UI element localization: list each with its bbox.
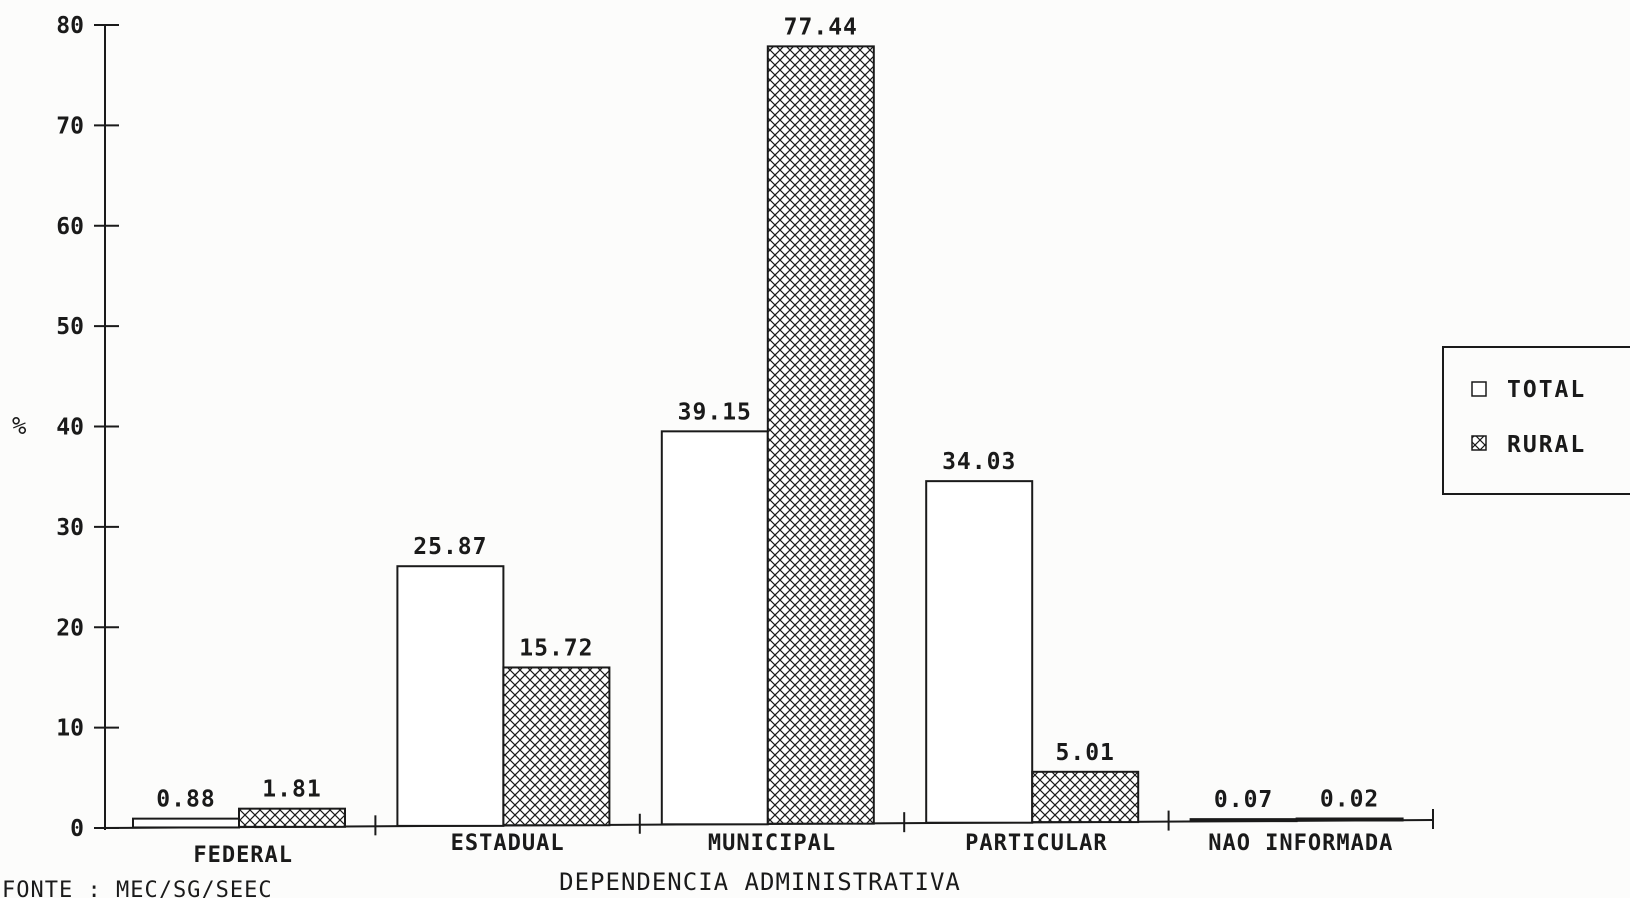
legend-box xyxy=(1442,346,1630,495)
bar-rural-federal xyxy=(238,807,346,828)
category-label: NAO INFORMADA xyxy=(1208,831,1393,856)
bar-total-municipal xyxy=(660,430,769,826)
bar-rural-estadual xyxy=(502,666,611,827)
legend-label-rural: RURAL xyxy=(1507,432,1586,458)
y-tick-label: 50 xyxy=(56,314,84,340)
y-tick-label: 30 xyxy=(56,515,84,541)
category-labels: FEDERAL ESTADUAL MUNICIPAL PARTICULAR NAO IN… xyxy=(193,831,1393,868)
source-note: FONTE : MEC/SG/SEEC xyxy=(2,878,273,898)
category-label: MUNICIPAL xyxy=(708,831,836,856)
bar-rural-municipal xyxy=(766,45,875,825)
y-tick-label: 20 xyxy=(56,615,84,641)
bar-rural-particular xyxy=(1031,770,1140,824)
y-tick-label: 0 xyxy=(70,816,84,842)
bar-total-estadual xyxy=(396,565,505,827)
value-label: 5.01 xyxy=(1056,740,1115,766)
value-label: 15.72 xyxy=(519,635,593,661)
value-label: 0.88 xyxy=(156,787,215,813)
value-label: 77.44 xyxy=(784,14,858,40)
value-label: 34.03 xyxy=(942,449,1016,475)
legend-label-total: TOTAL xyxy=(1507,377,1586,403)
y-axis-title: % xyxy=(12,412,27,440)
value-label: 0.07 xyxy=(1214,787,1273,813)
value-labels: 0.88 1.81 25.87 15.72 39.15 77.44 34.03 5.01 0.0… xyxy=(156,14,1379,813)
category-label: FEDERAL xyxy=(193,843,293,868)
x-axis-title: DEPENDENCIA ADMINISTRATIVA xyxy=(559,868,961,896)
value-label: 25.87 xyxy=(413,534,487,560)
y-tick-label: 70 xyxy=(56,113,84,139)
value-label: 39.15 xyxy=(678,399,752,425)
bar-total-federal xyxy=(132,817,240,829)
legend-swatch-total xyxy=(1471,381,1487,397)
value-label: 1.81 xyxy=(262,777,321,803)
bar-total-nao-informada xyxy=(1189,818,1298,823)
bar-total-particular xyxy=(925,480,1034,824)
bars xyxy=(132,45,1404,829)
legend: TOTAL RURAL xyxy=(1442,346,1630,495)
category-label: ESTADUAL xyxy=(451,831,565,856)
y-tick-label: 10 xyxy=(56,716,84,742)
bar-rural-nao-informada xyxy=(1295,817,1404,822)
y-axis: 0 10 20 30 40 50 60 70 80 xyxy=(56,13,119,842)
y-tick-label: 60 xyxy=(56,214,84,240)
y-tick-label: 40 xyxy=(56,415,84,441)
category-label: PARTICULAR xyxy=(965,831,1107,856)
legend-swatch-rural xyxy=(1471,435,1487,451)
value-label: 0.02 xyxy=(1320,786,1379,812)
y-tick-label: 80 xyxy=(56,13,84,39)
